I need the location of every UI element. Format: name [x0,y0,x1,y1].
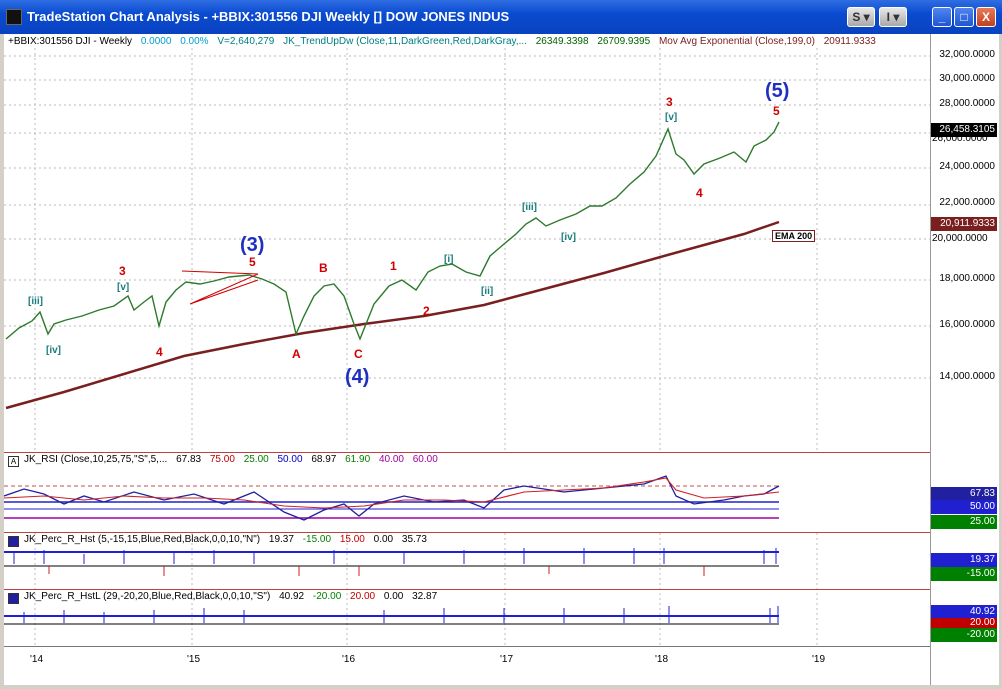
percl-axis-box: -20.00 [931,628,997,642]
ma-label: Mov Avg Exponential (Close,199,0) [658,36,815,47]
wave-label-iv-a: [iv] [46,345,61,356]
time-label-19: '19 [812,654,826,665]
time-axis-separator [4,646,930,647]
price-pane-header: +BBIX:301556 DJI - Weekly 0.0000 0.00% V… [8,36,882,47]
wave-label-C: C [354,347,363,361]
pane-separator-perc[interactable] [4,532,930,533]
time-label-16: '16 [342,654,356,665]
wave-label-v-b: [v] [665,112,678,123]
price-bars [5,121,780,341]
app-icon [6,9,22,25]
rsi-name: JK_RSI (Close,10,25,75,"S",5,... [24,454,168,465]
rsi-pane-icon[interactable]: A [8,456,19,467]
trend-value-1: 26349.3398 [535,36,589,47]
symbol-label: +BBIX:301556 DJI - Weekly [8,36,133,47]
wave-label-big-4: (4) [345,366,370,388]
ma-value: 20911.9333 [823,36,876,47]
wave-label-2: 2 [423,304,430,318]
wave-label-4: 4 [156,345,163,359]
pane-separator-rsi[interactable] [4,452,930,453]
window-titlebar: TradeStation Chart Analysis - +BBIX:3015… [0,0,1002,34]
trend-value-2: 26709.9395 [597,36,651,47]
rsi-axis-box: 67.83 [931,487,997,501]
time-label-18: '18 [655,654,669,665]
perc-axis-box: -15.00 [931,567,997,581]
rsi-pane-header: JK_RSI (Close,10,25,75,"S",5,... 67.83 7… [24,454,438,465]
price-axis-label: 18,000.0000 [939,273,995,284]
minimize-button[interactable]: _ [932,7,952,27]
change-pct: 0.00% [180,36,209,47]
window-title: TradeStation Chart Analysis - +BBIX:3015… [27,9,510,24]
wave-label-3: 3 [119,264,126,278]
symbol-linking-button[interactable]: S ▾ [847,7,875,27]
price-axis-label: 24,000.0000 [939,161,995,172]
pane-separator-percl[interactable] [4,589,930,590]
wave-label-iv-b: [iv] [561,232,576,243]
chart-area[interactable]: +BBIX:301556 DJI - Weekly 0.0000 0.00% V… [4,34,999,685]
wave-label-iii-b: [iii] [522,202,537,213]
trend-indicator-label: JK_TrendUpDw (Close,11,DarkGreen,Red,Dar… [283,36,527,47]
time-label-17: '17 [500,654,514,665]
ema-200-tag: EMA 200 [772,230,816,242]
price-axis-label: 26,000.0000 [932,133,988,144]
wave-label-1: 1 [390,259,397,273]
maximize-button[interactable]: □ [954,7,974,27]
close-button[interactable]: X [976,7,996,27]
wave-label-3b: 3 [666,95,673,109]
price-axis-label: 30,000.0000 [939,73,995,84]
perc-name: JK_Perc_R_Hst (5,-15,15,Blue,Red,Black,0… [24,534,261,545]
price-axis-label: 20,000.0000 [932,233,988,244]
wave-label-i: [i] [444,254,454,265]
percl-name: JK_Perc_R_HstL (29,-20,20,Blue,Red,Black… [24,591,271,602]
time-label-14: '14 [30,654,44,665]
perc-pane-icon[interactable] [8,536,19,547]
wave-label-B: B [319,261,328,275]
price-axis-label: 16,000.0000 [939,319,995,330]
triangle-pattern [181,270,259,305]
percl-axis-box: 40.92 [931,605,997,619]
price-chart-svg [4,48,930,646]
wave-label-big-3: (3) [240,234,265,256]
price-axis-label: 32,000.0000 [939,49,995,60]
wave-label-4b: 4 [696,186,703,200]
rsi-axis-box: 50.00 [931,500,997,514]
rsi-axis-box: 25.00 [931,515,997,529]
indicator-button[interactable]: I ▾ [879,7,907,27]
wave-label-v-a: [v] [117,282,130,293]
rsi-signal-line [4,477,780,509]
perc-axis-box: 19.37 [931,553,997,567]
perc-r-hist [13,548,777,564]
price-axis-label: 14,000.0000 [939,371,995,382]
percl-pane-header: JK_Perc_R_HstL (29,-20,20,Blue,Red,Black… [24,591,438,602]
ema-price-box: 20,911.9333 [931,217,997,231]
wave-label-iii-a: [iii] [28,296,43,307]
ema-200-line [5,220,780,410]
wave-label-5: 5 [249,255,256,269]
wave-label-ii: [ii] [481,286,494,297]
perc-pane-header: JK_Perc_R_Hst (5,-15,15,Blue,Red,Black,0… [24,534,427,545]
wave-label-A: A [292,347,301,361]
grid-lines [4,48,930,646]
percl-pane-icon[interactable] [8,593,19,604]
price-axis-label: 28,000.0000 [939,98,995,109]
wave-label-big-5: (5) [765,80,790,102]
time-label-15: '15 [187,654,201,665]
percl-axis-box: 20.00 [931,618,997,628]
price-axis-label: 22,000.0000 [939,197,995,208]
last-price-box: 26,458.3105 [931,123,997,137]
perc-r-histl [23,606,779,623]
volume-value: V=2,640,279 [217,36,275,47]
wave-label-5b: 5 [773,104,780,118]
change-value: 0.0000 [140,36,172,47]
